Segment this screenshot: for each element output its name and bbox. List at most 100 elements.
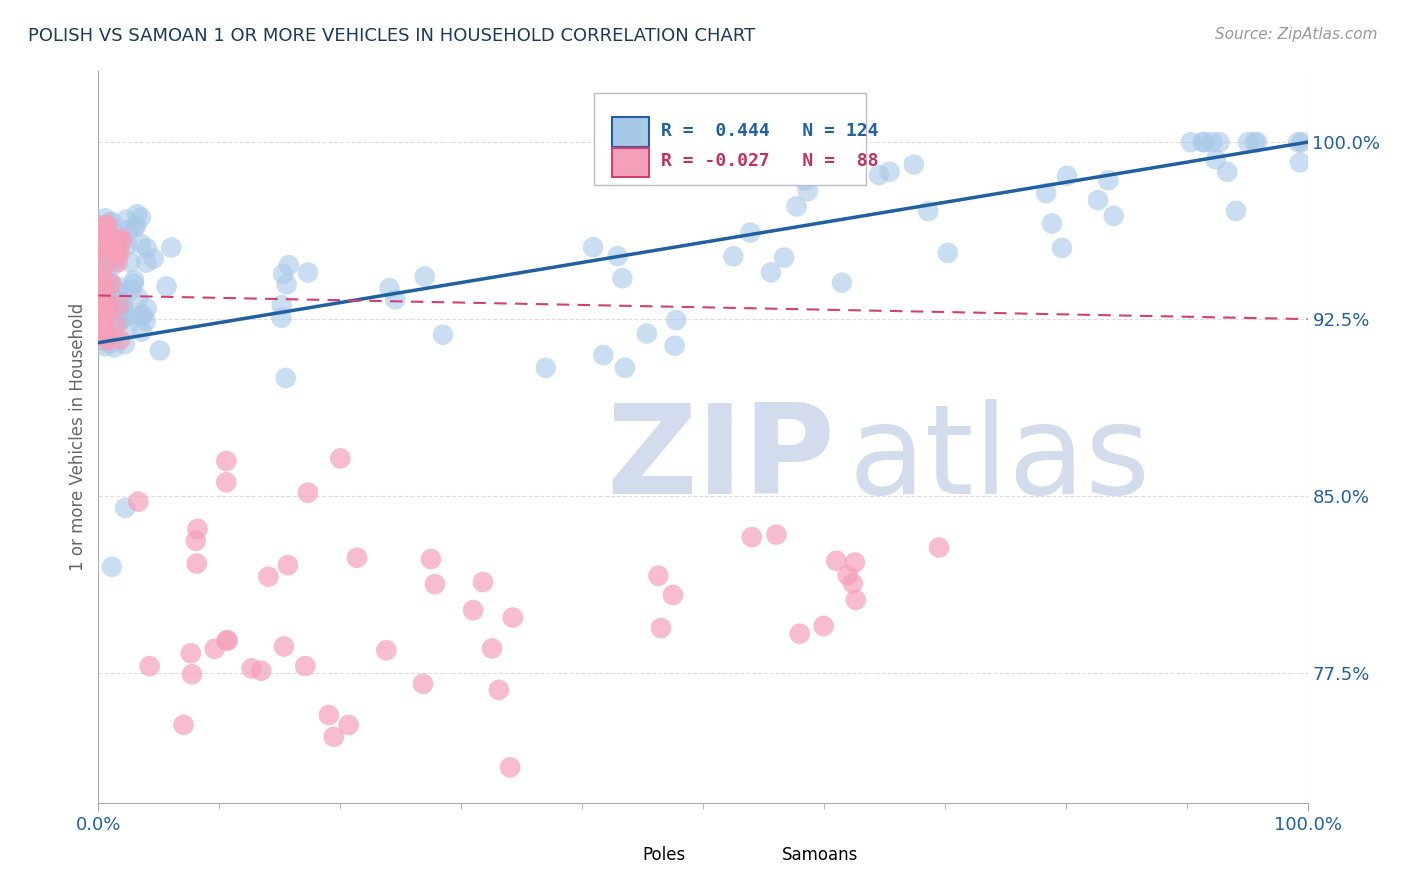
Point	[1289, 155, 1312, 169]
Point	[841, 576, 863, 591]
Point	[740, 226, 762, 240]
Point	[101, 215, 124, 229]
Point	[100, 311, 122, 326]
Point	[844, 556, 866, 570]
Point	[118, 309, 141, 323]
Point	[318, 708, 340, 723]
Text: Poles: Poles	[643, 847, 686, 864]
FancyBboxPatch shape	[613, 148, 648, 178]
Point	[89, 222, 111, 236]
Point	[94, 211, 117, 226]
Point	[322, 730, 344, 744]
Point	[813, 619, 835, 633]
Point	[91, 277, 114, 291]
Point	[613, 360, 636, 375]
Point	[825, 554, 848, 568]
Point	[108, 241, 131, 255]
Point	[647, 568, 669, 582]
Point	[97, 255, 120, 269]
Point	[129, 211, 152, 225]
Point	[100, 296, 122, 310]
Point	[917, 204, 939, 219]
Point	[107, 301, 129, 316]
Point	[215, 475, 238, 490]
Point	[97, 302, 120, 317]
Point	[294, 659, 316, 673]
Point	[1237, 135, 1260, 149]
Point	[741, 530, 763, 544]
Point	[125, 219, 148, 233]
Point	[181, 667, 204, 681]
Point	[117, 321, 139, 335]
Point	[463, 603, 485, 617]
Point	[89, 323, 111, 337]
Point	[91, 303, 114, 318]
Point	[1097, 173, 1119, 187]
Point	[759, 265, 782, 279]
Point	[412, 677, 434, 691]
Point	[114, 500, 136, 515]
Point	[93, 319, 115, 334]
Point	[94, 332, 117, 346]
Point	[186, 557, 208, 571]
Point	[773, 251, 796, 265]
Point	[240, 661, 263, 675]
Point	[93, 327, 115, 342]
Point	[155, 279, 177, 293]
Point	[94, 229, 117, 244]
Point	[107, 248, 129, 262]
Point	[793, 173, 815, 187]
Point	[110, 232, 132, 246]
Point	[277, 258, 299, 272]
Point	[100, 277, 122, 291]
Point	[105, 298, 128, 312]
Point	[108, 246, 131, 260]
Point	[184, 533, 207, 548]
Point	[117, 238, 139, 252]
Point	[112, 296, 135, 310]
Point	[111, 285, 134, 300]
Y-axis label: 1 or more Vehicles in Household: 1 or more Vehicles in Household	[69, 303, 87, 571]
Point	[831, 276, 853, 290]
Point	[420, 552, 443, 566]
Point	[1243, 135, 1265, 149]
Point	[868, 168, 890, 182]
Point	[89, 219, 111, 233]
Point	[90, 233, 112, 247]
Point	[665, 313, 688, 327]
Point	[488, 682, 510, 697]
Point	[91, 289, 114, 303]
Point	[765, 527, 787, 541]
Point	[606, 249, 628, 263]
Point	[93, 322, 115, 336]
Point	[217, 633, 239, 648]
Point	[149, 343, 172, 358]
Point	[131, 325, 153, 339]
Point	[94, 324, 117, 338]
Point	[1201, 135, 1223, 149]
Point	[636, 326, 658, 341]
Point	[98, 273, 121, 287]
Point	[471, 575, 494, 590]
Point	[122, 277, 145, 291]
Point	[204, 641, 226, 656]
Point	[96, 334, 118, 348]
Point	[100, 279, 122, 293]
Point	[127, 494, 149, 508]
Point	[845, 593, 868, 607]
Point	[837, 568, 859, 582]
Point	[1246, 135, 1268, 149]
Point	[1205, 153, 1227, 167]
Point	[481, 641, 503, 656]
Point	[432, 327, 454, 342]
Point	[250, 664, 273, 678]
Point	[107, 255, 129, 269]
Point	[108, 298, 131, 312]
Text: Source: ZipAtlas.com: Source: ZipAtlas.com	[1215, 27, 1378, 42]
Point	[1087, 193, 1109, 207]
Point	[1225, 203, 1247, 218]
Point	[94, 339, 117, 353]
Point	[103, 341, 125, 355]
Point	[93, 334, 115, 349]
Point	[117, 223, 139, 237]
